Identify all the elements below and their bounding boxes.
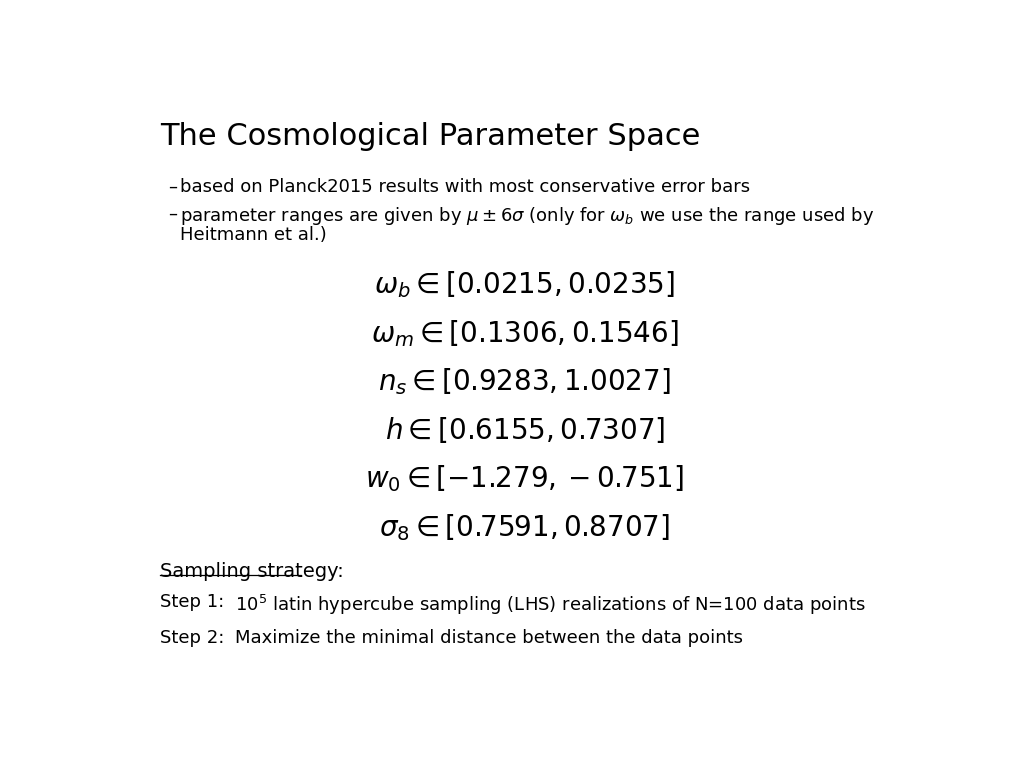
Text: Maximize the minimal distance between the data points: Maximize the minimal distance between th… bbox=[236, 628, 743, 647]
Text: –: – bbox=[168, 178, 177, 196]
Text: Step 1:: Step 1: bbox=[160, 593, 224, 611]
Text: $\sigma_8 \in [0.7591, 0.8707]$: $\sigma_8 \in [0.7591, 0.8707]$ bbox=[379, 512, 671, 543]
Text: The Cosmological Parameter Space: The Cosmological Parameter Space bbox=[160, 121, 700, 151]
Text: based on Planck2015 results with most conservative error bars: based on Planck2015 results with most co… bbox=[179, 178, 750, 196]
Text: $\omega_b \in [0.0215, 0.0235]$: $\omega_b \in [0.0215, 0.0235]$ bbox=[374, 270, 676, 300]
Text: $10^5$ latin hypercube sampling (LHS) realizations of N=100 data points: $10^5$ latin hypercube sampling (LHS) re… bbox=[236, 593, 865, 617]
Text: $n_s \in [0.9283, 1.0027]$: $n_s \in [0.9283, 1.0027]$ bbox=[379, 366, 671, 397]
Text: Step 2:: Step 2: bbox=[160, 628, 224, 647]
Text: Heitmann et al.): Heitmann et al.) bbox=[179, 227, 327, 244]
Text: $\omega_m \in [0.1306, 0.1546]$: $\omega_m \in [0.1306, 0.1546]$ bbox=[371, 318, 679, 349]
Text: parameter ranges are given by $\mu \pm 6\sigma$ (only for $\omega_b$ we use the : parameter ranges are given by $\mu \pm 6… bbox=[179, 204, 873, 227]
Text: $w_0 \in [-1.279, -0.751]$: $w_0 \in [-1.279, -0.751]$ bbox=[366, 464, 684, 495]
Text: Sampling strategy:: Sampling strategy: bbox=[160, 562, 343, 581]
Text: –: – bbox=[168, 204, 177, 223]
Text: $h \in [0.6155, 0.7307]$: $h \in [0.6155, 0.7307]$ bbox=[385, 415, 665, 445]
